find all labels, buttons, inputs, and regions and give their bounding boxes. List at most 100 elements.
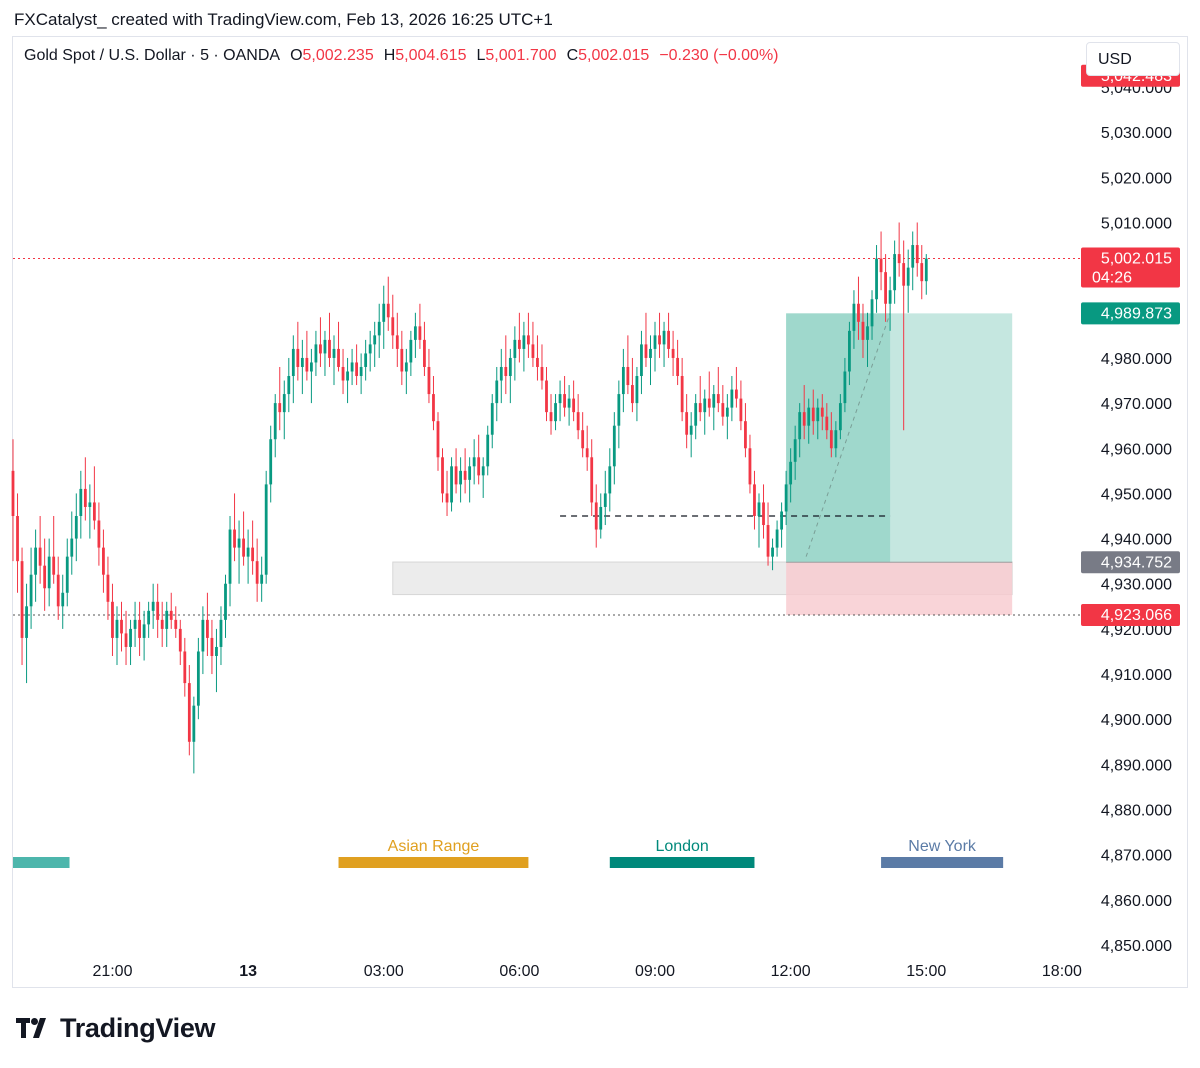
candle-body (83, 488, 87, 507)
candle (450, 457, 453, 512)
candle-body (237, 538, 241, 548)
candle-body (377, 321, 381, 336)
candle-body (875, 258, 878, 300)
candle-body (793, 439, 797, 462)
candle (156, 583, 160, 638)
candle-body (481, 466, 485, 476)
candle (739, 380, 743, 431)
candle-body (780, 511, 784, 530)
candle-body (861, 321, 865, 340)
candle (178, 619, 182, 666)
candle-body (807, 407, 811, 426)
candle (269, 425, 273, 503)
candle (527, 312, 530, 358)
candle-body (29, 574, 33, 607)
candle (47, 538, 51, 607)
candle (667, 312, 670, 358)
candle-body (61, 592, 65, 607)
candle (906, 249, 910, 313)
candle-body (228, 529, 232, 584)
price-tick-label: 5,020.000 (1101, 170, 1172, 187)
candle (825, 403, 829, 440)
candle-body (504, 366, 508, 377)
candle-body (472, 457, 476, 467)
candle-body (495, 380, 499, 404)
candle (142, 610, 146, 661)
price-tick-label: 4,860.000 (1101, 893, 1172, 910)
candle (884, 254, 887, 322)
candle-body (255, 561, 259, 584)
candle (432, 376, 435, 431)
candle-body (391, 317, 395, 336)
price-tag: 4,989.873 (1081, 302, 1180, 325)
candle (427, 348, 431, 404)
candle-body (879, 258, 883, 273)
candle (97, 502, 101, 566)
candle-body (644, 344, 648, 358)
candle (133, 601, 137, 647)
candle (504, 335, 508, 395)
price-tick-label: 4,880.000 (1101, 803, 1172, 820)
candle-body (857, 303, 860, 322)
candle (594, 484, 598, 548)
currency-button[interactable]: USD (1086, 42, 1180, 76)
tradingview-logo[interactable]: TradingView (16, 1010, 216, 1046)
candle (897, 222, 901, 277)
candle (11, 439, 15, 562)
candle (585, 425, 589, 471)
candle-body (866, 326, 869, 340)
candle (802, 385, 806, 440)
candle-body (653, 335, 657, 349)
candle-body (838, 403, 842, 431)
candle (680, 357, 684, 422)
candle (744, 403, 747, 458)
close-value: 5,002.015 (578, 47, 650, 64)
candle (608, 448, 612, 512)
candle (852, 290, 856, 349)
candle (436, 412, 440, 471)
candle-body (102, 547, 105, 575)
candle (391, 294, 395, 349)
candle (102, 529, 105, 593)
candle (576, 394, 580, 440)
price-tick-label: 4,900.000 (1101, 712, 1172, 729)
candle (517, 312, 521, 363)
candle (626, 335, 630, 395)
session-bar-new-york (881, 857, 1004, 868)
candle (88, 484, 92, 539)
candle-body (88, 502, 92, 507)
candle (413, 312, 417, 358)
candle (757, 493, 761, 548)
candle (192, 696, 196, 774)
close-label: C (566, 47, 579, 64)
price-tag-bg (1081, 604, 1180, 627)
candle-body (47, 556, 51, 589)
symbol-name[interactable]: Gold Spot / U.S. Dollar · 5 · OANDA (24, 47, 281, 64)
candle (685, 394, 689, 449)
candle-body (341, 366, 345, 381)
candle (649, 335, 652, 386)
candle-body (635, 376, 639, 404)
candle-body (332, 348, 336, 358)
candle-body (707, 398, 711, 408)
candle (20, 547, 24, 666)
candle (793, 425, 797, 480)
candle-body (527, 335, 530, 345)
candle (65, 538, 69, 607)
time-tick-label: 09:00 (635, 963, 675, 980)
candle (160, 601, 164, 647)
candle-body (34, 547, 38, 575)
time-tick-label: 21:00 (92, 963, 132, 980)
candle-body (165, 610, 169, 629)
price-tick-label: 4,870.000 (1101, 848, 1172, 865)
candle-body (567, 398, 571, 408)
price-tag-label: 5,002.015 (1101, 251, 1172, 268)
candle-body (590, 457, 594, 503)
candle (522, 321, 526, 372)
price-tick-label: 4,930.000 (1101, 577, 1172, 594)
candle (237, 520, 241, 584)
candle-body (445, 493, 449, 503)
candle-body (382, 303, 386, 322)
candle-body (459, 470, 462, 485)
